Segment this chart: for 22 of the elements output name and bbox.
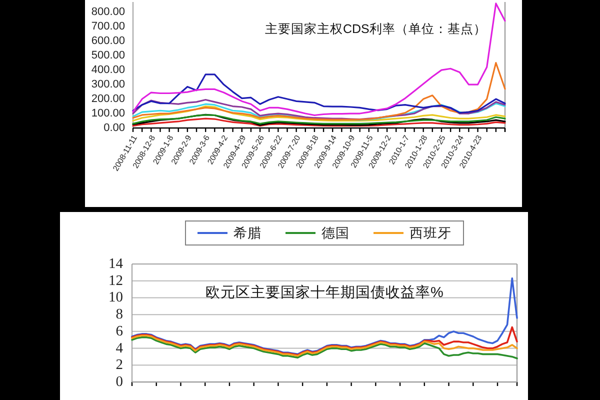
legend-label: 西班牙 <box>410 226 452 240</box>
y-tick-label: 0 <box>116 374 123 390</box>
y-tick-label: 800.00 <box>91 6 125 18</box>
y-tick-label: 200.00 <box>91 93 125 106</box>
y-tick-label: 0.00 <box>104 122 125 134</box>
y-tick-label: 14 <box>108 256 124 272</box>
y-tick-label: 700.00 <box>91 20 125 33</box>
y-tick-label: 600.00 <box>91 35 125 48</box>
y-tick-label: 2 <box>116 357 123 374</box>
y-tick-label: 100.00 <box>91 108 125 120</box>
legend-label: 希腊 <box>234 226 262 240</box>
y-tick-label: 12 <box>108 272 123 289</box>
text: 主要国家主权CDS利率（单位：基点） <box>265 21 486 36</box>
y-tick-label: 4 <box>116 340 124 356</box>
text: 欧元区主要国家十年期国债收益率% <box>206 284 444 301</box>
y-tick-label: 300.00 <box>91 78 125 91</box>
y-tick-label: 10 <box>108 290 123 306</box>
y-tick-label: 500.00 <box>91 50 125 62</box>
y-tick-label: 400.00 <box>91 64 125 76</box>
y-tick-label: 6 <box>116 323 123 340</box>
legend-label: 德国 <box>322 226 350 240</box>
y-tick-label: 8 <box>116 306 123 323</box>
